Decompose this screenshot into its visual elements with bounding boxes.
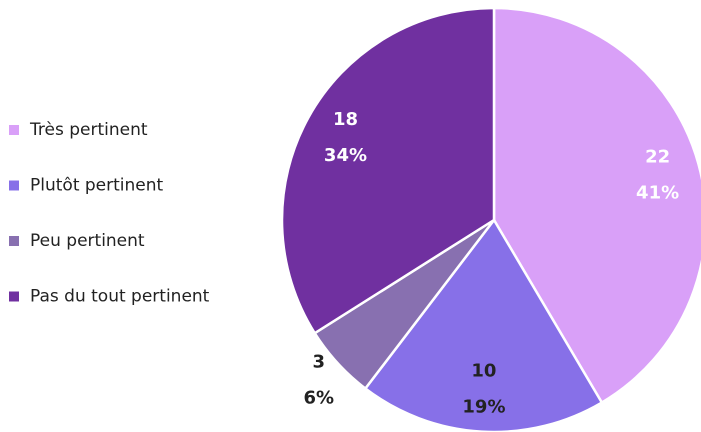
pie-slice [492, 6, 701, 405]
legend-label: Très pertinent [29, 120, 148, 140]
legend-swatch [9, 180, 19, 191]
legend-swatch [9, 236, 19, 246]
legend-swatch [9, 125, 19, 135]
slice-percent-label: 6% [304, 387, 335, 408]
slice-value-label: 10 [471, 360, 496, 381]
slice-percent-label: 41% [636, 182, 679, 203]
slice-value-label: 3 [313, 351, 326, 372]
slice-value-label: 22 [645, 146, 670, 167]
legend-label: Plutôt pertinent [30, 176, 164, 196]
slice-percent-label: 19% [462, 396, 505, 417]
slice-percent-label: 34% [324, 145, 367, 166]
pie-slice [280, 6, 496, 335]
legend-label: Peu pertinent [30, 231, 145, 251]
legend-swatch [9, 291, 19, 302]
slice-value-label: 18 [333, 109, 358, 130]
legend-label: Pas du tout pertinent [30, 287, 210, 307]
